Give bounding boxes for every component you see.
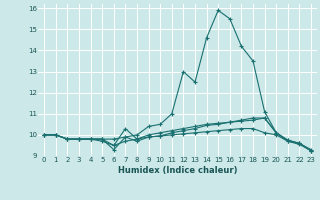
X-axis label: Humidex (Indice chaleur): Humidex (Indice chaleur): [118, 166, 237, 175]
